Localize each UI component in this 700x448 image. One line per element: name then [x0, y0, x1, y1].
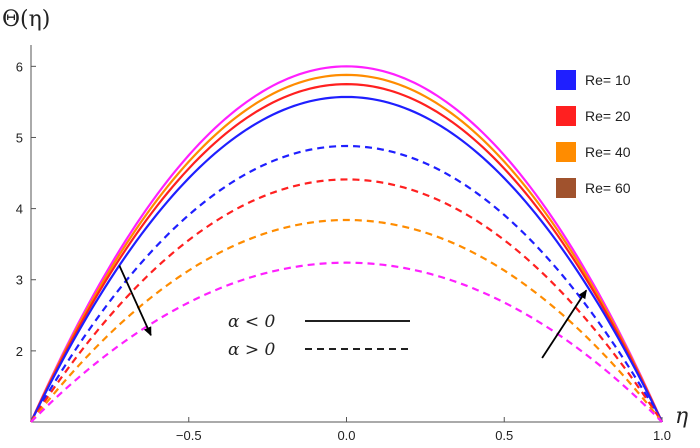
legend-swatch [556, 106, 576, 126]
legend-label: Re= 10 [585, 72, 631, 88]
series-line-solid-2 [30, 83, 663, 423]
series-line-solid-3 [30, 95, 663, 423]
annotation-arrow-1 [541, 289, 588, 359]
x-tick-label: 0.0 [337, 428, 355, 443]
series-line-solid-1 [30, 73, 663, 423]
x-tick-label: 0.5 [495, 428, 513, 443]
y-axis-label: Θ(η) [2, 7, 50, 32]
annotation-arrows [118, 265, 588, 359]
legend: Re= 10 Re= 20 Re= 40 Re= 60 [556, 70, 631, 198]
axes [30, 45, 662, 423]
series-line-dashed-6 [30, 218, 663, 423]
legend-swatch [556, 142, 576, 162]
style-legend-label-dashed: α > 0 [228, 340, 276, 360]
style-legend: α < 0 α > 0 [228, 312, 410, 360]
legend-swatch [556, 70, 576, 90]
x-tick-label: −0.5 [176, 428, 202, 443]
x-ticks: −0.5 0.0 0.5 1.0 [176, 417, 671, 443]
y-tick-label: 2 [16, 344, 23, 359]
x-tick-label: 1.0 [653, 428, 671, 443]
x-axis-label: η [675, 404, 688, 429]
series-line-solid-0 [29, 65, 664, 423]
series-group [29, 65, 664, 423]
legend-label: Re= 40 [585, 144, 631, 160]
y-ticks: 2 3 4 5 6 [16, 59, 36, 359]
annotation-arrow-0 [118, 265, 152, 337]
series-line-dashed-4 [30, 144, 663, 423]
y-tick-label: 6 [16, 59, 23, 74]
series-line-dashed-5 [30, 178, 663, 423]
y-tick-label: 5 [16, 130, 23, 145]
y-tick-label: 4 [16, 202, 23, 217]
series-line-dashed-7 [30, 261, 663, 423]
legend-swatch [556, 178, 576, 198]
legend-label: Re= 60 [585, 180, 631, 196]
style-legend-label-solid: α < 0 [228, 312, 276, 332]
y-tick-label: 3 [16, 273, 23, 288]
legend-label: Re= 20 [585, 108, 631, 124]
